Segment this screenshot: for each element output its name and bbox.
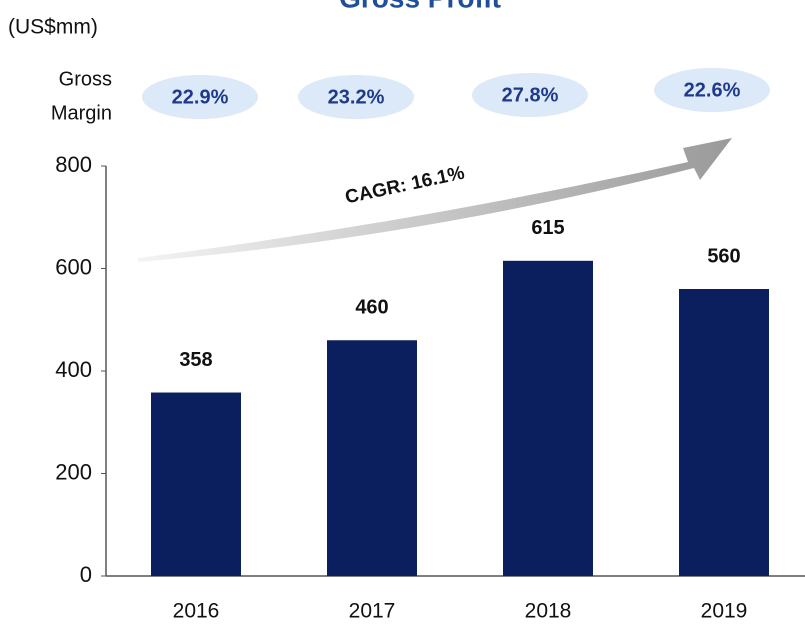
margin-label: Margin	[51, 102, 112, 124]
margin-bubble	[298, 75, 414, 119]
data-label: 560	[707, 245, 740, 267]
y-tick-label: 200	[55, 459, 92, 484]
bar	[503, 260, 593, 576]
x-tick-label: 2016	[173, 600, 220, 623]
unit-label: (US$mm)	[8, 16, 98, 39]
margin-label: 23.2%	[328, 86, 385, 108]
y-tick-label: 0	[80, 562, 92, 587]
y-tick-label: 600	[55, 254, 92, 279]
data-label: 460	[355, 297, 388, 319]
bar	[679, 289, 769, 576]
cagr-arrow	[138, 138, 732, 262]
bar	[327, 340, 417, 576]
margin-label: 27.8%	[502, 84, 559, 106]
margin-bubble	[654, 68, 770, 112]
margin-label: 22.9%	[172, 86, 229, 108]
x-tick-label: 2019	[701, 600, 748, 623]
data-label: 615	[531, 217, 564, 239]
bar	[151, 392, 241, 576]
margin-label: 22.6%	[684, 79, 741, 101]
data-label: 358	[179, 349, 212, 371]
x-tick-label: 2018	[525, 600, 572, 623]
x-tick-label: 2017	[349, 600, 396, 623]
annotation: CAGR: 16.1%	[343, 163, 466, 209]
y-tick-label: 800	[55, 152, 92, 177]
margin-bubble	[472, 73, 588, 117]
y-tick-label: 400	[55, 357, 92, 382]
margin-bubble	[142, 75, 258, 119]
chart-title: Gross Profit	[339, 0, 501, 13]
margin-label: Gross	[59, 68, 112, 90]
